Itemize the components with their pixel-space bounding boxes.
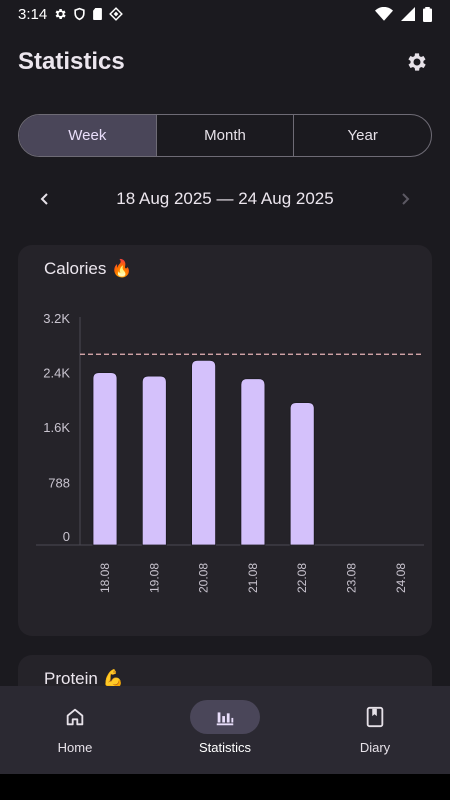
nav-statistics[interactable]: Statistics — [150, 686, 300, 774]
nav-diary-icon-wrap — [340, 700, 410, 734]
y-tick-label: 788 — [48, 475, 70, 490]
x-tick-label: 18.08 — [98, 563, 112, 593]
book-icon — [366, 706, 384, 728]
y-tick-label: 3.2K — [43, 311, 70, 326]
nav-home[interactable]: Home — [0, 686, 150, 774]
bar-20.08[interactable] — [191, 359, 216, 546]
gesture-bar-area — [0, 774, 450, 800]
x-tick-label: 20.08 — [197, 563, 211, 593]
signal-icon — [401, 7, 415, 21]
wifi-icon — [375, 7, 393, 21]
shield-status-icon — [73, 7, 86, 21]
status-time: 3:14 — [18, 5, 48, 23]
nav-home-label: Home — [57, 740, 93, 755]
home-icon — [66, 708, 84, 726]
calories-card-title: Calories 🔥 — [44, 259, 133, 278]
gear-status-icon — [53, 7, 67, 21]
page-title: Statistics — [18, 48, 125, 75]
date-navigator: 18 Aug 2025 — 24 Aug 2025 — [30, 182, 420, 216]
bar-21.08[interactable] — [240, 378, 266, 546]
y-tick-label: 2.4K — [43, 366, 70, 381]
status-bar: 3:14 — [0, 0, 450, 28]
date-range-label: 18 Aug 2025 — 24 Aug 2025 — [116, 189, 334, 208]
gear-icon — [408, 53, 426, 71]
nav-diary-label: Diary — [359, 740, 391, 755]
x-tick-label: 22.08 — [295, 563, 309, 593]
tab-month[interactable]: Month — [157, 115, 295, 156]
y-tick-label: 1.6K — [43, 420, 70, 435]
chevron-left-icon — [40, 193, 48, 205]
x-tick-label: 21.08 — [246, 563, 260, 593]
x-tick-label: 19.08 — [147, 563, 161, 593]
battery-icon — [423, 6, 432, 22]
bar-22.08[interactable] — [289, 402, 315, 546]
chart-icon — [216, 712, 234, 726]
bar-19.08[interactable] — [141, 375, 167, 546]
protein-card-title: Protein 💪 — [44, 669, 124, 688]
calories-bar-chart: 0 788 1.6K 2.4K 3.2K 18.08 19.08 20.08 21.08 22.… — [36, 311, 424, 593]
app-header: Statistics — [0, 40, 450, 84]
next-week-button[interactable] — [390, 184, 420, 214]
nav-statistics-label: Statistics — [198, 740, 251, 755]
nav-diary[interactable]: Diary — [300, 686, 450, 774]
settings-button[interactable] — [400, 46, 432, 78]
period-tabs: Week Month Year — [18, 114, 432, 157]
y-tick-label: 0 — [63, 529, 70, 544]
chevron-right-icon — [402, 193, 410, 205]
x-tick-label: 23.08 — [345, 563, 359, 593]
calories-card: Calories 🔥 0 788 1.6K 2.4K 3.2K 18.08 19.08 20… — [18, 245, 432, 636]
nav-statistics-icon-wrap — [190, 700, 260, 734]
nav-home-icon-wrap — [40, 700, 110, 734]
previous-week-button[interactable] — [30, 184, 60, 214]
sim-card-status-icon — [92, 7, 103, 21]
diamond-status-icon — [109, 7, 124, 21]
bar-18.08[interactable] — [92, 372, 118, 546]
bottom-navigation: Home Statistics Diary — [0, 686, 450, 774]
x-tick-label: 24.08 — [394, 563, 408, 593]
tab-week[interactable]: Week — [19, 115, 157, 156]
tab-year[interactable]: Year — [347, 127, 378, 144]
